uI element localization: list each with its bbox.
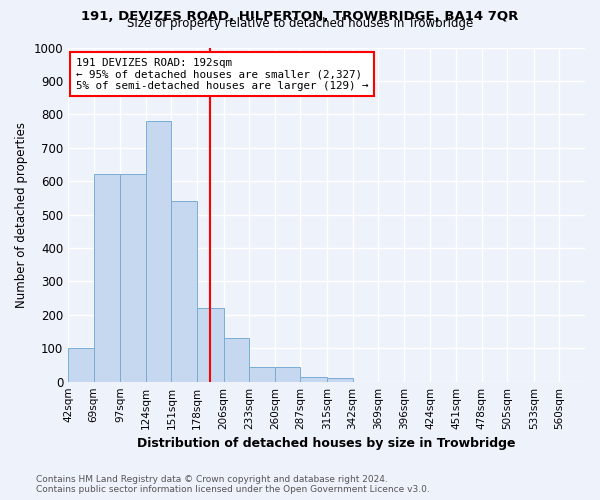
Text: 191 DEVIZES ROAD: 192sqm
← 95% of detached houses are smaller (2,327)
5% of semi: 191 DEVIZES ROAD: 192sqm ← 95% of detach… [76, 58, 368, 90]
Bar [94, 174, 120, 382]
X-axis label: Distribution of detached houses by size in Trowbridge: Distribution of detached houses by size … [137, 437, 516, 450]
Bar [224, 338, 249, 382]
Text: 191, DEVIZES ROAD, HILPERTON, TROWBRIDGE, BA14 7QR: 191, DEVIZES ROAD, HILPERTON, TROWBRIDGE… [82, 10, 518, 23]
Bar [249, 368, 275, 382]
Text: Contains HM Land Registry data © Crown copyright and database right 2024.
Contai: Contains HM Land Registry data © Crown c… [36, 474, 430, 494]
Bar [68, 348, 94, 382]
Y-axis label: Number of detached properties: Number of detached properties [15, 122, 28, 308]
Bar [275, 368, 301, 382]
Bar [120, 174, 146, 382]
Bar [146, 121, 172, 382]
Bar [197, 308, 224, 382]
Bar [301, 376, 327, 382]
Text: Size of property relative to detached houses in Trowbridge: Size of property relative to detached ho… [127, 18, 473, 30]
Bar [172, 201, 197, 382]
Bar [327, 378, 353, 382]
